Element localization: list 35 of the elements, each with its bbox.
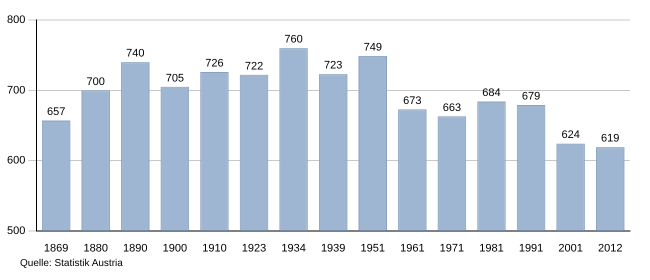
- data-label: 705: [166, 72, 184, 84]
- data-label: 700: [86, 76, 105, 88]
- data-label: 749: [364, 41, 382, 54]
- data-label: 726: [205, 58, 224, 70]
- data-label: 760: [284, 34, 303, 46]
- x-tick-label: 1869: [44, 242, 68, 254]
- data-label: 679: [522, 90, 540, 103]
- y-tick-label: 600: [6, 154, 26, 167]
- x-tick-label: 1910: [202, 242, 227, 254]
- x-tick-label: 1923: [242, 242, 266, 254]
- x-tick-label: 1939: [320, 242, 346, 254]
- x-tick-label: 1900: [162, 242, 188, 254]
- x-tick-label: 1951: [360, 242, 385, 254]
- x-tick-label: 1961: [400, 242, 425, 254]
- x-tick-label: 1934: [281, 242, 306, 254]
- x-tick-label: 1890: [123, 242, 148, 254]
- x-tick-label: 1981: [479, 242, 504, 254]
- data-label: 657: [46, 106, 66, 118]
- x-tick-label: 2012: [598, 242, 622, 254]
- data-label: 619: [601, 132, 620, 145]
- x-tick-label: 1991: [518, 242, 544, 254]
- x-tick-label: 2001: [558, 242, 583, 254]
- data-label: 673: [403, 94, 422, 107]
- x-tick-label: 1880: [83, 242, 108, 254]
- y-tick-label: 800: [6, 14, 26, 26]
- data-label: 722: [244, 60, 264, 72]
- y-tick-label: 700: [6, 84, 26, 96]
- data-label: 624: [561, 129, 580, 142]
- source-note: Quelle: Statistik Austria: [20, 258, 124, 269]
- data-label: 684: [482, 87, 501, 100]
- data-label: 723: [324, 60, 342, 72]
- data-label: 740: [126, 48, 144, 60]
- y-tick-label: 500: [6, 224, 26, 237]
- data-label: 663: [442, 102, 462, 114]
- x-tick-label: 1971: [440, 242, 464, 254]
